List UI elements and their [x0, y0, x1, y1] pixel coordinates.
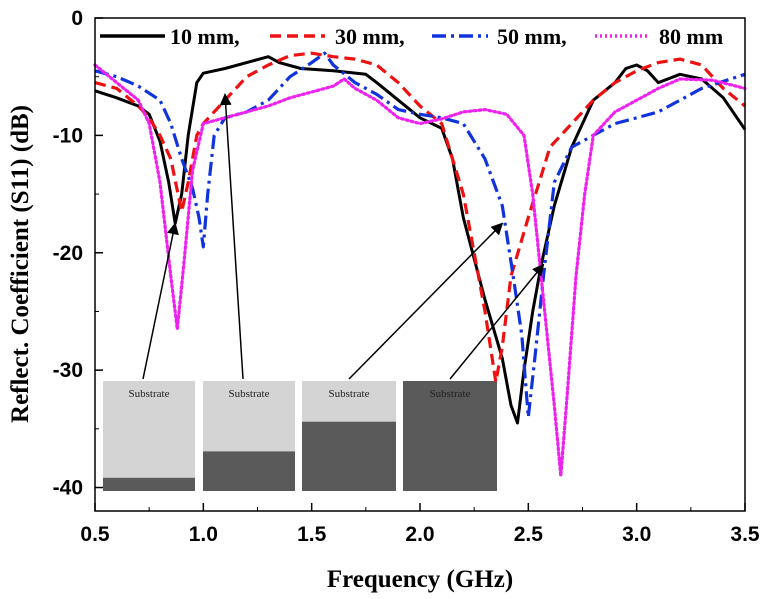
annotation-arrow: [348, 222, 504, 380]
x-tick-label: 3.5: [730, 523, 760, 546]
substrate-inset: Substrate: [103, 381, 195, 491]
inset-layer: Substrate Substrate Substrate Substrate: [103, 381, 497, 491]
y-tick-label: -20: [53, 242, 83, 265]
annotation-arrow: [219, 93, 244, 380]
y-axis-title: Reflect. Coefficient (S11) (dB): [7, 105, 34, 423]
arrows-layer: [142, 93, 545, 380]
metal-fill: [103, 477, 195, 491]
series-line-1: [94, 55, 747, 425]
x-tick-label: 1.0: [189, 523, 218, 546]
substrate-label: Substrate: [329, 388, 370, 400]
legend-label: 10 mm,: [170, 24, 240, 49]
x-tick-label: 2.5: [514, 523, 544, 546]
x-axis-title: Frequency (GHz): [327, 566, 513, 593]
legend-label: 30 mm,: [335, 24, 405, 49]
x-tick-label: 0.5: [80, 523, 110, 546]
series-line-2: [94, 51, 747, 384]
y-tick-label: -30: [53, 359, 83, 382]
substrate-label: Substrate: [430, 388, 471, 400]
series-line-3: [94, 51, 746, 419]
x-tick-label: 3.0: [622, 523, 651, 546]
series-line-4: [93, 63, 747, 478]
legend-label: 80 mm: [659, 24, 723, 49]
metal-fill: [302, 421, 396, 491]
substrate-inset: Substrate: [203, 381, 295, 491]
annotation-arrow: [449, 263, 545, 380]
substrate-region: [103, 381, 195, 491]
ticks-layer: 0.5 1.0 1.5 2.0 2.5 3.0 3.5 0 -10 -20 -30 -40: [53, 7, 760, 546]
metal-fill: [403, 381, 497, 491]
y-tick-label: 0: [71, 7, 83, 30]
y-tick-label: -40: [53, 477, 83, 500]
series-layer: [93, 51, 747, 478]
substrate-inset: Substrate: [302, 381, 396, 491]
substrate-inset: Substrate: [403, 381, 497, 491]
x-tick-label: 1.5: [297, 523, 327, 546]
substrate-label: Substrate: [229, 388, 270, 400]
substrate-label: Substrate: [129, 388, 170, 400]
y-tick-label: -10: [53, 124, 83, 147]
legend-label: 50 mm,: [497, 24, 567, 49]
x-tick-label: 2.0: [405, 523, 434, 546]
metal-fill: [203, 451, 295, 491]
legend: 10 mm, 30 mm, 50 mm, 80 mm: [100, 24, 723, 49]
annotation-arrow: [142, 222, 179, 380]
